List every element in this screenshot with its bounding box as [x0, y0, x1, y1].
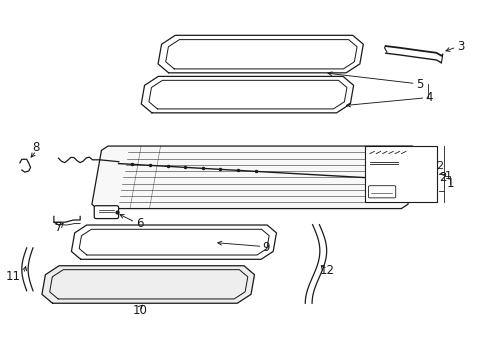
Polygon shape [149, 80, 346, 109]
Text: 11: 11 [6, 270, 21, 283]
Text: 5: 5 [415, 78, 422, 91]
FancyBboxPatch shape [368, 186, 395, 198]
Text: 3: 3 [456, 40, 464, 53]
Polygon shape [158, 35, 363, 73]
Text: 9: 9 [262, 240, 269, 254]
Text: 2: 2 [438, 171, 446, 184]
Text: 4: 4 [425, 91, 432, 104]
Text: 1: 1 [446, 177, 453, 190]
Text: 8: 8 [33, 141, 40, 154]
Polygon shape [79, 229, 268, 255]
Text: 12: 12 [319, 264, 334, 276]
Polygon shape [50, 270, 247, 299]
Polygon shape [141, 76, 353, 113]
Text: 10: 10 [132, 304, 147, 317]
FancyBboxPatch shape [94, 206, 118, 219]
Polygon shape [165, 40, 356, 69]
Text: 7: 7 [55, 221, 62, 234]
Bar [365, 146, 436, 202]
Polygon shape [42, 266, 254, 303]
Polygon shape [92, 146, 417, 208]
Text: 2: 2 [436, 161, 443, 171]
Text: 1: 1 [444, 171, 451, 181]
Polygon shape [71, 225, 276, 259]
Text: 6: 6 [136, 217, 143, 230]
